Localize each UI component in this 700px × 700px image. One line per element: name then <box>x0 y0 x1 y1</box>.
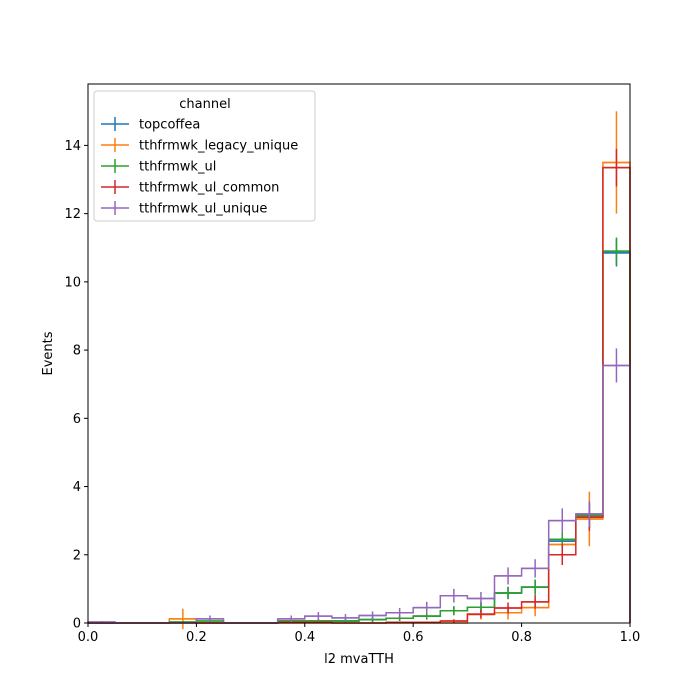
y-tick-label: 12 <box>64 207 81 222</box>
x-tick-label: 0.2 <box>186 630 207 645</box>
legend-label: tthfrmwk_ul <box>139 160 216 175</box>
y-tick-label: 2 <box>73 548 81 563</box>
legend-item-tthfrmwk_ul_common: tthfrmwk_ul_common <box>101 180 279 196</box>
x-axis-label: l2 mvaTTH <box>324 652 394 667</box>
legend-label: topcoffea <box>139 118 200 133</box>
x-tick-label: 0.0 <box>78 630 99 645</box>
axes-frame <box>87 83 631 624</box>
y-tick-label: 14 <box>64 139 81 154</box>
series-tthfrmwk_ul_unique <box>87 348 631 624</box>
x-tick-label: 0.8 <box>511 630 532 645</box>
x-tick-label: 0.4 <box>294 630 315 645</box>
legend: channel topcoffeatthfrmwk_legacy_uniquet… <box>93 90 316 222</box>
legend-item-tthfrmwk_ul_unique: tthfrmwk_ul_unique <box>101 201 267 217</box>
y-tick-label: 4 <box>73 480 81 495</box>
y-axis-label: Events <box>41 331 56 375</box>
y-tick-label: 8 <box>73 344 81 359</box>
legend-item-topcoffea: topcoffea <box>101 117 200 133</box>
y-tick-label: 10 <box>64 275 81 290</box>
x-axis-ticks: 0.0 0.2 0.4 0.6 0.8 1.0 <box>78 623 641 645</box>
legend-label: tthfrmwk_ul_unique <box>139 202 267 217</box>
y-axis-ticks: 0 2 4 6 8 10 12 14 <box>64 139 88 632</box>
y-tick-label: 0 <box>73 617 81 632</box>
legend-label: tthfrmwk_legacy_unique <box>139 139 298 154</box>
legend-title: channel <box>179 97 230 112</box>
legend-item-tthfrmwk_ul: tthfrmwk_ul <box>101 159 216 175</box>
legend-items: topcoffea tthfrmwk_legacy_unique tthfrmwk_… <box>101 117 298 217</box>
legend-box <box>93 90 316 222</box>
x-tick-label: 1.0 <box>620 630 641 645</box>
y-tick-label: 6 <box>73 412 81 427</box>
legend-label: tthfrmwk_ul_common <box>139 181 279 196</box>
legend-item-tthfrmwk_legacy_unique: tthfrmwk_legacy_unique <box>101 138 298 154</box>
x-tick-label: 0.6 <box>403 630 424 645</box>
